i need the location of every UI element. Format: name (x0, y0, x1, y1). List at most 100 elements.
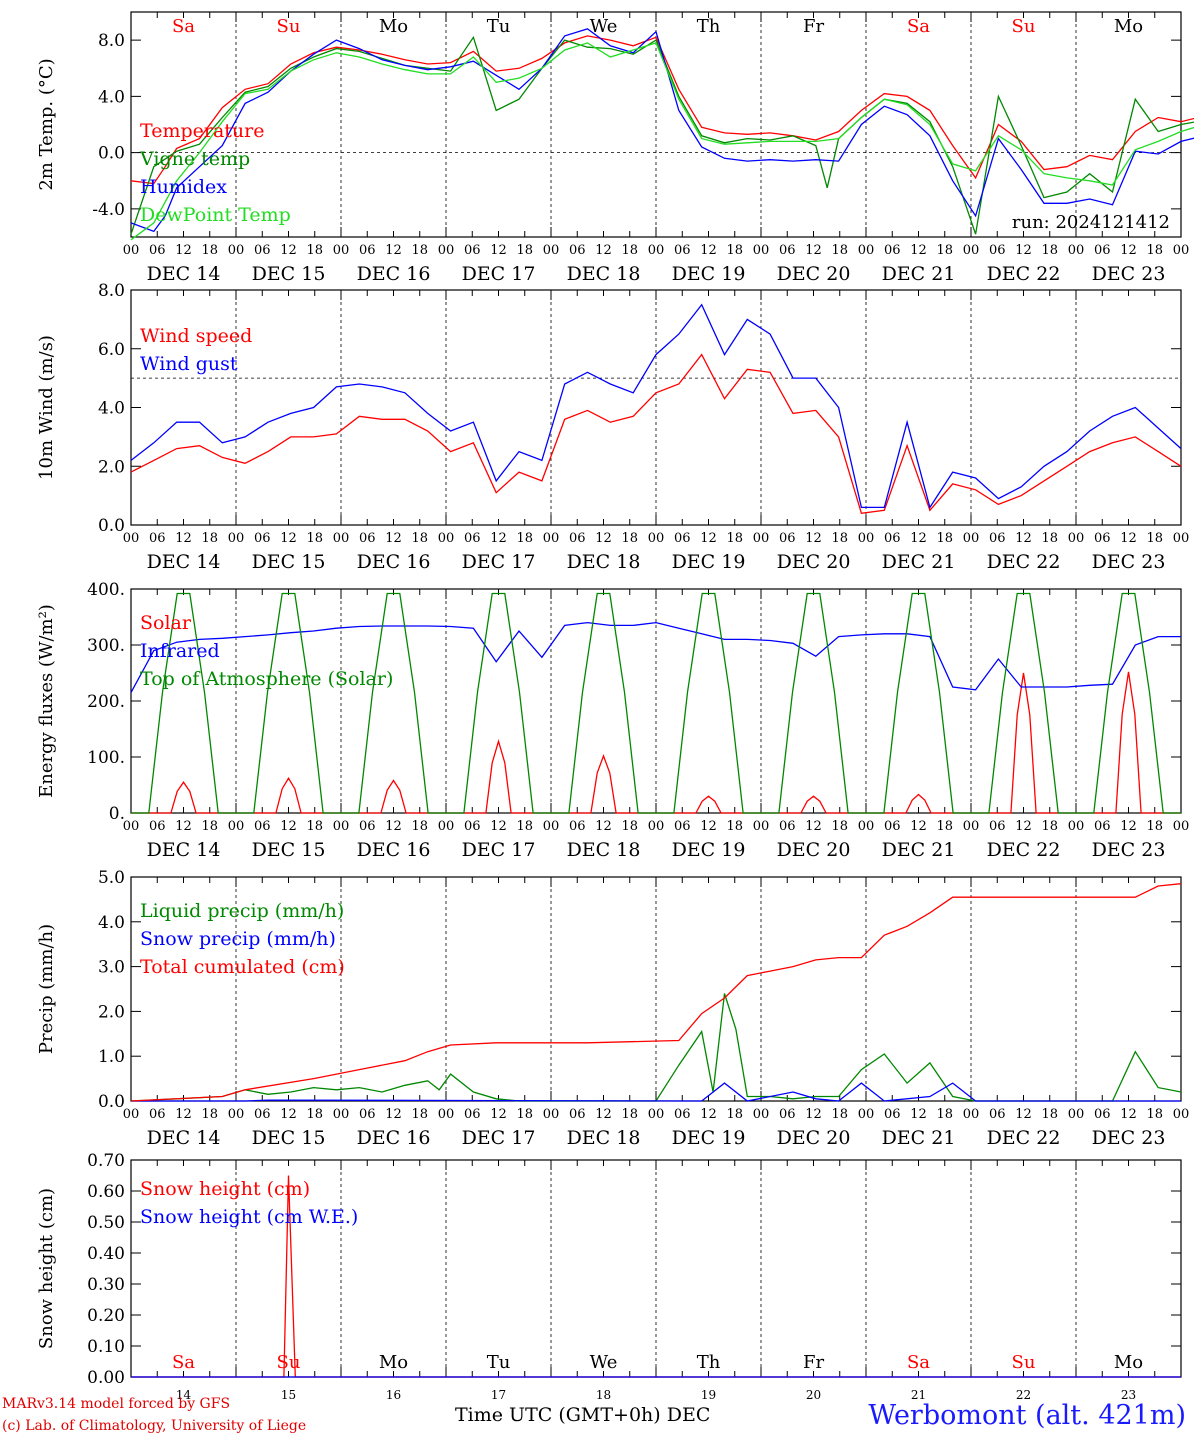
date-label: DEC 16 (357, 1127, 431, 1149)
y-tick-label: 8.0 (98, 31, 125, 51)
hour-tick-label: 12 (1015, 243, 1032, 258)
legend-snow-height-cm-: Snow height (cm) (140, 1178, 310, 1200)
hour-tick-label: 18 (1146, 819, 1163, 834)
y-tick-label: 0.00 (87, 1368, 125, 1388)
lab-credit: (c) Lab. of Climatology, University of L… (2, 1418, 307, 1434)
hour-tick-label: 06 (359, 819, 376, 834)
hour-tick-label: 00 (543, 819, 560, 834)
hour-tick-label: 06 (464, 531, 481, 546)
weekday-label: Th (697, 1352, 721, 1373)
hour-tick-label: 12 (910, 819, 927, 834)
hour-tick-label: 18 (1041, 531, 1058, 546)
hour-tick-label: 12 (1015, 531, 1032, 546)
hour-tick-label: 18 (411, 243, 428, 258)
hour-tick-label: 06 (989, 243, 1006, 258)
legend-humidex: Humidex (140, 176, 227, 198)
date-label: DEC 17 (462, 551, 536, 573)
weekday-label: Sa (172, 1352, 195, 1373)
y-tick-label: 0.70 (87, 1151, 125, 1171)
date-label: DEC 22 (987, 551, 1061, 573)
hour-tick-label: 12 (805, 243, 822, 258)
y-tick-label: 0.60 (87, 1182, 125, 1202)
date-label: DEC 19 (672, 1127, 746, 1149)
day-number-label: 23 (1121, 1388, 1136, 1402)
hour-tick-label: 06 (149, 531, 166, 546)
hour-tick-label: 18 (1146, 531, 1163, 546)
y-axis-label: Precip (mm/h) (36, 924, 57, 1054)
hour-tick-label: 00 (123, 243, 140, 258)
hour-tick-label: 00 (858, 1107, 875, 1122)
hour-tick-label: 18 (1041, 1107, 1058, 1122)
hour-tick-label: 06 (254, 1107, 271, 1122)
date-label: DEC 22 (987, 263, 1061, 285)
hour-tick-label: 18 (621, 819, 638, 834)
hour-tick-label: 00 (858, 819, 875, 834)
panel-2 (130, 289, 1182, 526)
hour-tick-label: 06 (1094, 243, 1111, 258)
hour-tick-label: 00 (543, 531, 560, 546)
hour-tick-label: 06 (569, 531, 586, 546)
weekday-label: Sa (907, 1352, 930, 1373)
hour-tick-label: 06 (989, 819, 1006, 834)
day-number-label: 20 (806, 1388, 821, 1402)
hour-tick-label: 00 (333, 243, 350, 258)
hour-tick-label: 06 (254, 243, 271, 258)
weekday-label: Su (277, 1352, 301, 1373)
series-liquid-precip-mm-h- (130, 993, 1182, 1102)
hour-tick-label: 00 (123, 531, 140, 546)
hour-tick-label: 12 (595, 531, 612, 546)
hour-tick-label: 00 (333, 1107, 350, 1122)
hour-tick-label: 00 (753, 1107, 770, 1122)
hour-tick-label: 00 (1173, 531, 1190, 546)
y-tick-label: 0. (109, 804, 125, 824)
hour-tick-label: 18 (1146, 1107, 1163, 1122)
series-total-cumulated-cm- (130, 883, 1182, 1102)
date-label: DEC 15 (252, 551, 326, 573)
hour-tick-label: 12 (595, 819, 612, 834)
hour-tick-label: 00 (123, 1107, 140, 1122)
series-vigne-temp (130, 35, 1194, 235)
legend-wind-speed: Wind speed (140, 325, 252, 347)
hour-tick-label: 18 (201, 1107, 218, 1122)
series-wind-speed (130, 353, 1182, 515)
hour-tick-label: 18 (306, 531, 323, 546)
hour-tick-label: 06 (674, 819, 691, 834)
y-tick-label: 200. (87, 692, 125, 712)
hour-tick-label: 06 (1094, 1107, 1111, 1122)
hour-tick-label: 06 (254, 819, 271, 834)
hour-tick-label: 06 (779, 819, 796, 834)
hour-tick-label: 12 (910, 243, 927, 258)
y-tick-label: 8.0 (98, 281, 125, 301)
legend-top-of-atmosphere-solar-: Top of Atmosphere (Solar) (140, 668, 393, 690)
hour-tick-label: 18 (831, 1107, 848, 1122)
y-tick-label: 300. (87, 636, 125, 656)
hour-tick-label: 00 (1173, 819, 1190, 834)
y-tick-label: 4.0 (98, 87, 125, 107)
hour-tick-label: 06 (254, 531, 271, 546)
hour-tick-label: 12 (490, 819, 507, 834)
hour-tick-label: 18 (516, 819, 533, 834)
day-number-label: 22 (1016, 1388, 1031, 1402)
hour-tick-label: 12 (805, 1107, 822, 1122)
hour-tick-label: 00 (1068, 819, 1085, 834)
y-tick-label: 3.0 (98, 958, 125, 978)
hour-tick-label: 18 (411, 819, 428, 834)
hour-tick-label: 06 (464, 1107, 481, 1122)
date-label: DEC 21 (882, 263, 956, 285)
hour-tick-label: 12 (700, 1107, 717, 1122)
hour-tick-label: 18 (621, 1107, 638, 1122)
hour-tick-label: 00 (1173, 243, 1190, 258)
y-tick-label: 0.10 (87, 1337, 125, 1357)
y-tick-label: 2.0 (98, 457, 125, 477)
hour-tick-label: 18 (201, 243, 218, 258)
hour-tick-label: 06 (674, 531, 691, 546)
y-tick-label: 0.0 (98, 1092, 125, 1112)
hour-tick-label: 06 (1094, 531, 1111, 546)
hour-tick-label: 00 (228, 819, 245, 834)
weekday-label: Sa (907, 16, 930, 37)
hour-tick-label: 00 (963, 1107, 980, 1122)
weekday-label: Fr (803, 1352, 824, 1373)
weekday-label: We (590, 16, 618, 37)
date-label: DEC 15 (252, 263, 326, 285)
hour-tick-label: 06 (464, 243, 481, 258)
